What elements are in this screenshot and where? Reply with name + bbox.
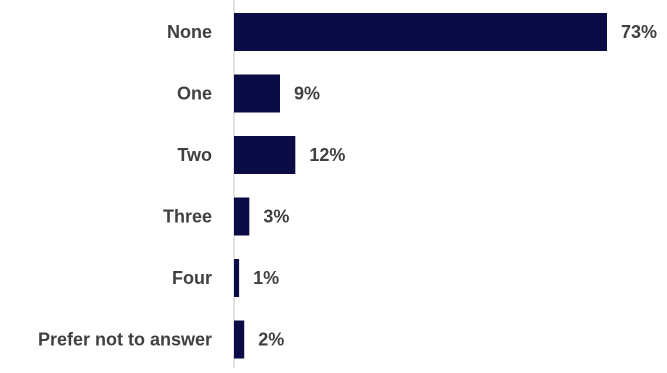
bar-prefer-not-to-answer: [234, 320, 245, 359]
category-label-four: Four: [172, 268, 212, 288]
bar-none: [234, 13, 607, 51]
bar-one: [234, 74, 280, 113]
value-label-prefer-not-to-answer: 2%: [258, 330, 284, 350]
value-label-three: 3%: [263, 207, 289, 227]
category-label-three: Three: [163, 207, 212, 227]
value-label-two: 12%: [309, 145, 345, 165]
category-label-one: One: [177, 84, 212, 104]
category-label-prefer-not-to-answer: Prefer not to answer: [38, 330, 212, 350]
category-labels: None One Two Three Four Prefer not to answer: [38, 22, 212, 350]
category-label-none: None: [167, 22, 212, 42]
bar-two: [234, 136, 296, 174]
bar-three: [234, 197, 250, 236]
bars: [234, 13, 607, 359]
bar-four: [234, 259, 240, 297]
value-label-four: 1%: [253, 268, 279, 288]
value-label-none: 73%: [621, 22, 657, 42]
value-labels: 73% 9% 12% 3% 1% 2%: [253, 22, 657, 350]
value-label-one: 9%: [294, 84, 320, 104]
category-label-two: Two: [177, 145, 212, 165]
